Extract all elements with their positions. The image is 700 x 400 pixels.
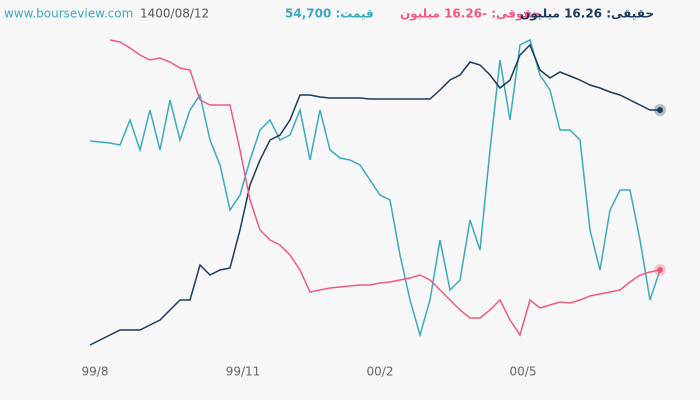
series-line [109,39,661,337]
legal-volume: حقوقی: -16.26 میلیون [400,7,541,22]
series-line [89,43,660,346]
x-tick-label: 00/5 [510,365,537,379]
end-point [657,107,663,113]
end-point [657,267,663,273]
x-tick-label: 99/11 [226,365,261,379]
date: 1400/08/12 [140,7,209,21]
x-tick-label: 99/8 [82,365,109,379]
series-line [89,38,661,338]
x-tick-label: 00/2 [367,365,394,379]
price: قیمت: 54,700 [285,7,374,21]
real-volume: حقیقی: 16.26 میلیون [520,7,654,22]
site-name: www.bourseview.com [4,7,133,21]
